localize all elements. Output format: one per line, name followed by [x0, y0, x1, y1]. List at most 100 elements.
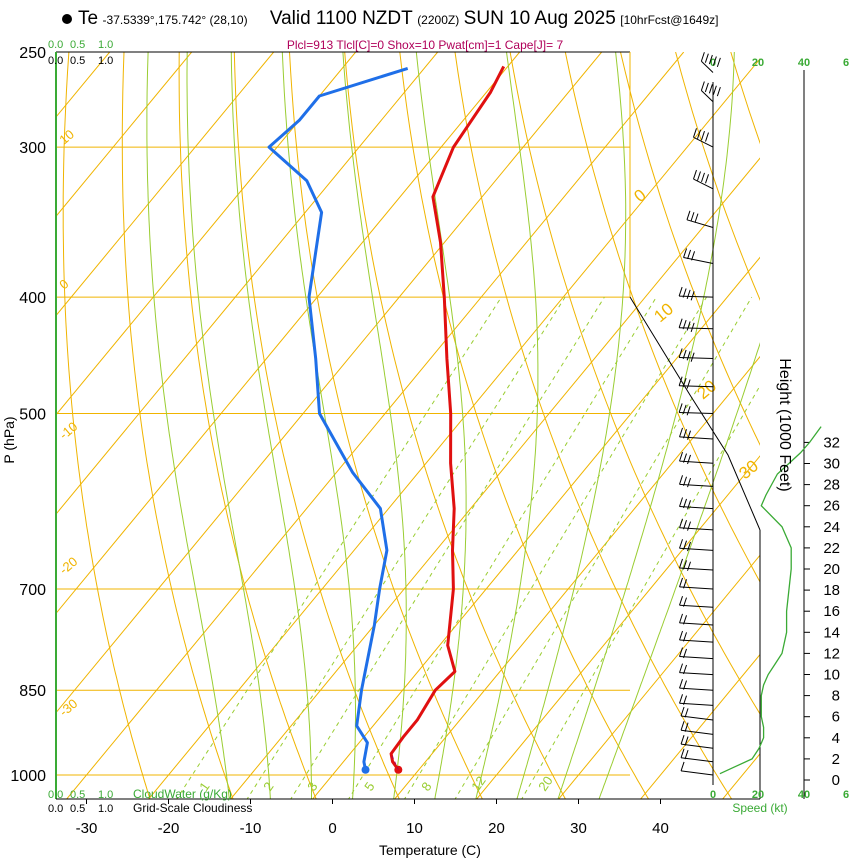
isotherm-line	[312, 256, 760, 799]
dry-adiabat	[454, 52, 733, 799]
barb-staff	[680, 743, 714, 749]
barb-feather	[682, 288, 687, 298]
valid-date: SUN 10 Aug 2025	[463, 8, 616, 29]
barb-feather	[679, 427, 683, 438]
barb-staff	[679, 702, 714, 706]
wind-barb	[679, 451, 714, 465]
wind-barb	[679, 577, 714, 590]
height-axis-label: Height (1000 Feet)	[776, 358, 793, 491]
barb-feather	[682, 377, 687, 388]
cloud-scale-top: 0.5	[70, 55, 85, 67]
moist-adiabat	[516, 52, 627, 799]
wind-barb	[679, 497, 714, 510]
height-tick-label: 14	[823, 624, 840, 641]
barb-staff	[679, 656, 714, 660]
speed-tick-bottom: 0	[710, 789, 716, 801]
barb-feather	[679, 679, 683, 689]
dry-adiabat	[564, 52, 760, 583]
barb-feather	[686, 406, 691, 416]
barb-feather	[683, 560, 687, 570]
wind-barb	[679, 663, 714, 676]
barb-feather	[679, 558, 683, 569]
mixing-ratio-line	[454, 296, 753, 799]
barb-staff	[693, 136, 714, 148]
wind-barb	[680, 735, 714, 749]
barb-staff	[679, 506, 714, 510]
dewpoint-line	[267, 66, 409, 771]
barb-feather	[683, 498, 687, 509]
wind-barb	[693, 169, 714, 190]
pressure-tick-label: 1000	[10, 768, 46, 785]
wind-barb	[680, 721, 714, 735]
x-tick-label: 20	[488, 820, 505, 837]
cloud-scale-bottom: 0.5	[70, 803, 85, 815]
barb-feather	[683, 453, 687, 463]
chart-header: Te -37.5339°,175.742° (28,10) Valid 1100…	[62, 8, 842, 30]
barb-feather	[679, 596, 683, 606]
mixing-ratio-line	[246, 296, 566, 799]
barb-staff	[679, 357, 714, 360]
barb-feather	[708, 54, 713, 65]
moist-adiabat	[342, 52, 407, 799]
barb-staff	[679, 483, 714, 487]
moist-adiabat	[475, 52, 539, 799]
cloud-scale-top-green: 0.0	[48, 39, 63, 51]
barb-feather	[686, 351, 691, 361]
moist-adiabat	[230, 52, 312, 799]
barb-feather	[687, 561, 691, 571]
wind-barb	[678, 376, 714, 389]
wind-barb	[679, 596, 714, 608]
mixing-ratio-line	[290, 296, 605, 799]
wind-barb	[679, 630, 714, 643]
utc-time: (2200Z)	[417, 13, 460, 27]
barb-staff	[683, 257, 714, 264]
barb-feather	[679, 539, 683, 549]
barb-staff	[693, 178, 714, 190]
height-tick-label: 2	[832, 751, 840, 768]
barb-feather	[686, 289, 691, 300]
barb-feather	[687, 541, 691, 552]
wind-layer	[678, 52, 822, 785]
moist-adiabat	[598, 342, 760, 799]
barb-feather	[683, 615, 687, 625]
barb-feather	[684, 722, 689, 732]
isotherm-line	[230, 157, 760, 799]
barb-staff	[679, 672, 714, 676]
barb-feather	[679, 518, 683, 528]
barb-feather	[704, 53, 709, 63]
sounding-indices: Plcl=913 Tlcl[C]=0 Shox=10 Pwat[cm]=1 Ca…	[286, 38, 564, 52]
barb-feather	[679, 630, 683, 641]
barb-feather	[683, 648, 687, 659]
isotherm-line	[56, 52, 193, 218]
series-layer	[267, 65, 506, 774]
barb-feather	[690, 322, 695, 333]
wind-barb	[679, 613, 714, 626]
isotherm-line	[394, 355, 760, 799]
isotherm-label: -30	[56, 696, 80, 720]
barb-feather	[680, 735, 685, 745]
pressure-tick-label: 250	[19, 45, 46, 62]
wind-barb	[680, 761, 714, 776]
height-tick-label: 6	[832, 709, 840, 726]
wind-barb	[679, 694, 714, 706]
cloud-scale-top-green: 0.5	[70, 39, 85, 51]
mixing-ratio-line	[521, 384, 760, 799]
height-tick-label: 4	[832, 730, 840, 747]
height-tick-label: 26	[823, 498, 840, 515]
wind-barb	[679, 518, 714, 531]
barb-feather	[683, 664, 687, 675]
barb-staff	[679, 411, 714, 414]
barb-staff	[680, 715, 714, 721]
barb-feather	[690, 212, 695, 222]
parcel-line	[390, 753, 399, 771]
isotherm-line	[476, 455, 760, 799]
barb-feather	[716, 57, 721, 68]
barb-feather	[679, 451, 683, 462]
barb-feather	[683, 248, 688, 258]
height-tick-label: 10	[823, 667, 840, 684]
barb-staff	[679, 385, 714, 388]
moist-adiabat	[415, 52, 467, 799]
barb-feather	[679, 497, 683, 507]
forecast-info: [10hrFcst@1649z]	[620, 13, 719, 27]
